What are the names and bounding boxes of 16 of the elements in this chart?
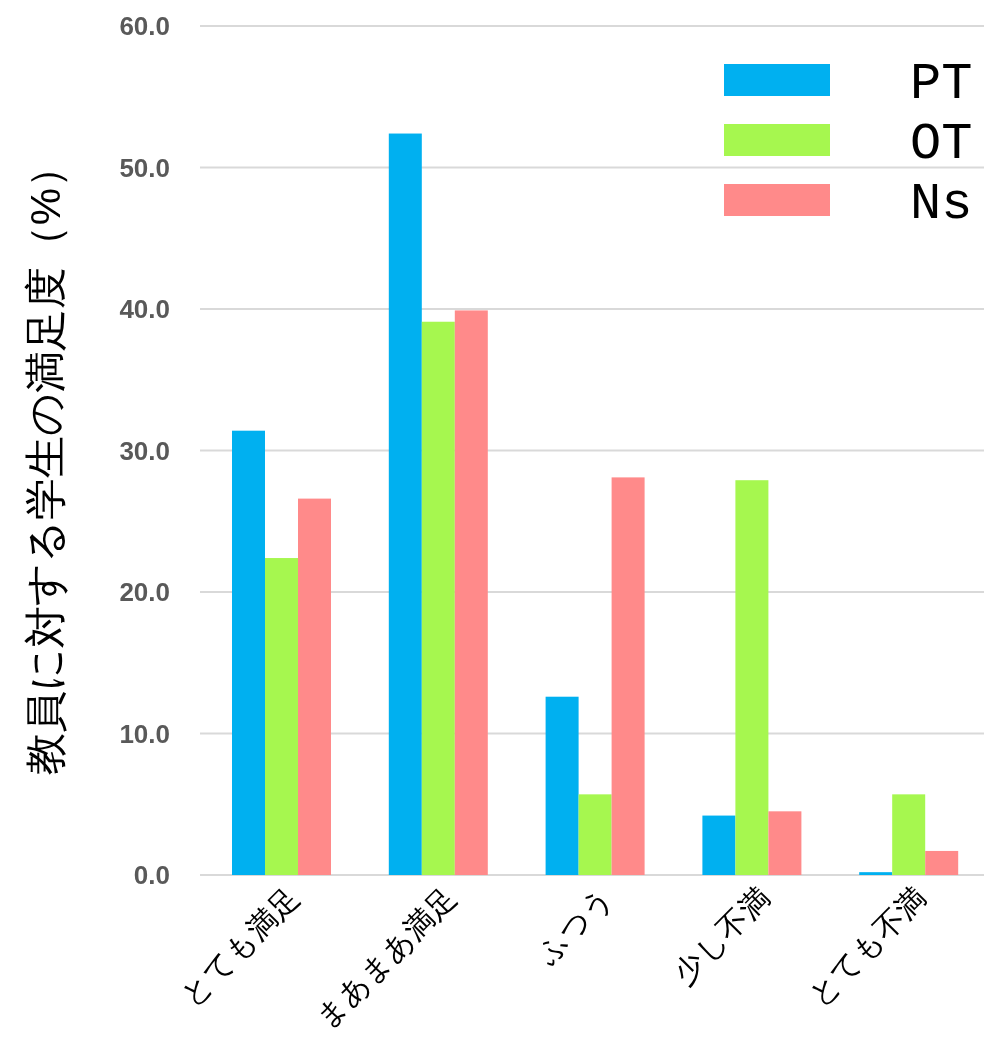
y-tick-label: 10.0 <box>119 718 170 749</box>
legend-label: OT <box>910 115 973 174</box>
y-tick-label: 30.0 <box>119 435 170 466</box>
y-tick-label: 20.0 <box>119 577 170 607</box>
x-tick-label: とても不満 <box>801 880 933 1013</box>
legend-label: Ns <box>910 175 973 234</box>
x-tick-label: とても満足 <box>174 880 306 1013</box>
x-tick-label: ふつう <box>529 880 620 971</box>
y-tick-label: 60.0 <box>119 11 170 41</box>
y-tick-label: 50.0 <box>119 152 170 183</box>
y-tick-label: 40.0 <box>119 294 170 324</box>
x-tick-label: まあまあ満足 <box>309 880 463 1035</box>
x-tick-label: 少し不満 <box>667 880 777 990</box>
y-axis-title: 教員に対する学生の満足度（%） <box>22 145 69 776</box>
legend-label: PT <box>910 55 973 114</box>
y-tick-label: 0.0 <box>133 860 170 890</box>
